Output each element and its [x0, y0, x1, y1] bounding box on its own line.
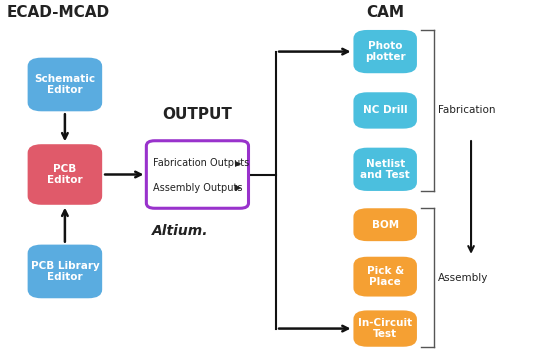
FancyBboxPatch shape — [147, 141, 249, 208]
FancyBboxPatch shape — [28, 144, 102, 205]
Text: Photo
plotter: Photo plotter — [365, 41, 406, 62]
Text: In-Circuit
Test: In-Circuit Test — [358, 318, 412, 339]
Text: Schematic
Editor: Schematic Editor — [34, 74, 95, 95]
FancyBboxPatch shape — [354, 208, 417, 241]
Text: NC Drill: NC Drill — [363, 105, 407, 116]
FancyBboxPatch shape — [354, 310, 417, 347]
Text: PCB
Editor: PCB Editor — [47, 164, 83, 185]
Text: ECAD-MCAD: ECAD-MCAD — [7, 5, 110, 20]
FancyBboxPatch shape — [354, 148, 417, 191]
Text: Assembly Outputs: Assembly Outputs — [153, 183, 243, 193]
Text: CAM: CAM — [366, 5, 404, 20]
Text: Fabrication Outputs: Fabrication Outputs — [153, 158, 249, 168]
Text: BOM: BOM — [372, 220, 398, 230]
Text: Pick &
Place: Pick & Place — [367, 266, 403, 288]
Text: Fabrication: Fabrication — [438, 105, 496, 116]
FancyBboxPatch shape — [28, 245, 102, 298]
Text: Assembly: Assembly — [438, 273, 488, 282]
Text: Netlist
and Test: Netlist and Test — [360, 158, 410, 180]
FancyBboxPatch shape — [354, 30, 417, 73]
FancyBboxPatch shape — [354, 257, 417, 297]
Text: PCB Library
Editor: PCB Library Editor — [31, 261, 99, 282]
Text: Altium.: Altium. — [152, 224, 208, 238]
FancyBboxPatch shape — [354, 92, 417, 129]
Text: OUTPUT: OUTPUT — [163, 107, 233, 122]
FancyBboxPatch shape — [28, 58, 102, 111]
Text: ▶: ▶ — [235, 158, 241, 168]
Text: ▶: ▶ — [235, 184, 241, 193]
